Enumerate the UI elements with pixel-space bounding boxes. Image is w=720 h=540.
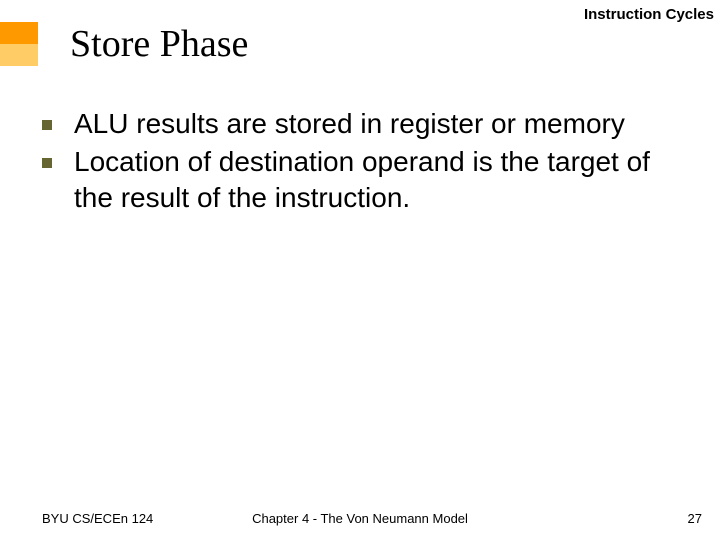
- bullet-list: ALU results are stored in register or me…: [42, 106, 690, 218]
- bullet-text: ALU results are stored in register or me…: [74, 106, 625, 142]
- slide-title: Store Phase: [70, 22, 248, 66]
- bullet-text: Location of destination operand is the t…: [74, 144, 690, 216]
- footer-left: BYU CS/ECEn 124: [42, 511, 153, 526]
- topic-label: Instruction Cycles: [584, 6, 714, 23]
- list-item: ALU results are stored in register or me…: [42, 106, 690, 142]
- accent-bar-bottom: [0, 44, 38, 66]
- slide-number: 27: [688, 511, 702, 526]
- slide-footer: BYU CS/ECEn 124 Chapter 4 - The Von Neum…: [0, 511, 720, 526]
- accent-bar-top: [0, 22, 38, 44]
- title-gap: [38, 22, 70, 66]
- bullet-marker-icon: [42, 120, 52, 130]
- title-block: Store Phase: [0, 22, 248, 66]
- bullet-marker-icon: [42, 158, 52, 168]
- list-item: Location of destination operand is the t…: [42, 144, 690, 216]
- title-accent: [0, 22, 38, 66]
- footer-center: Chapter 4 - The Von Neumann Model: [252, 511, 468, 526]
